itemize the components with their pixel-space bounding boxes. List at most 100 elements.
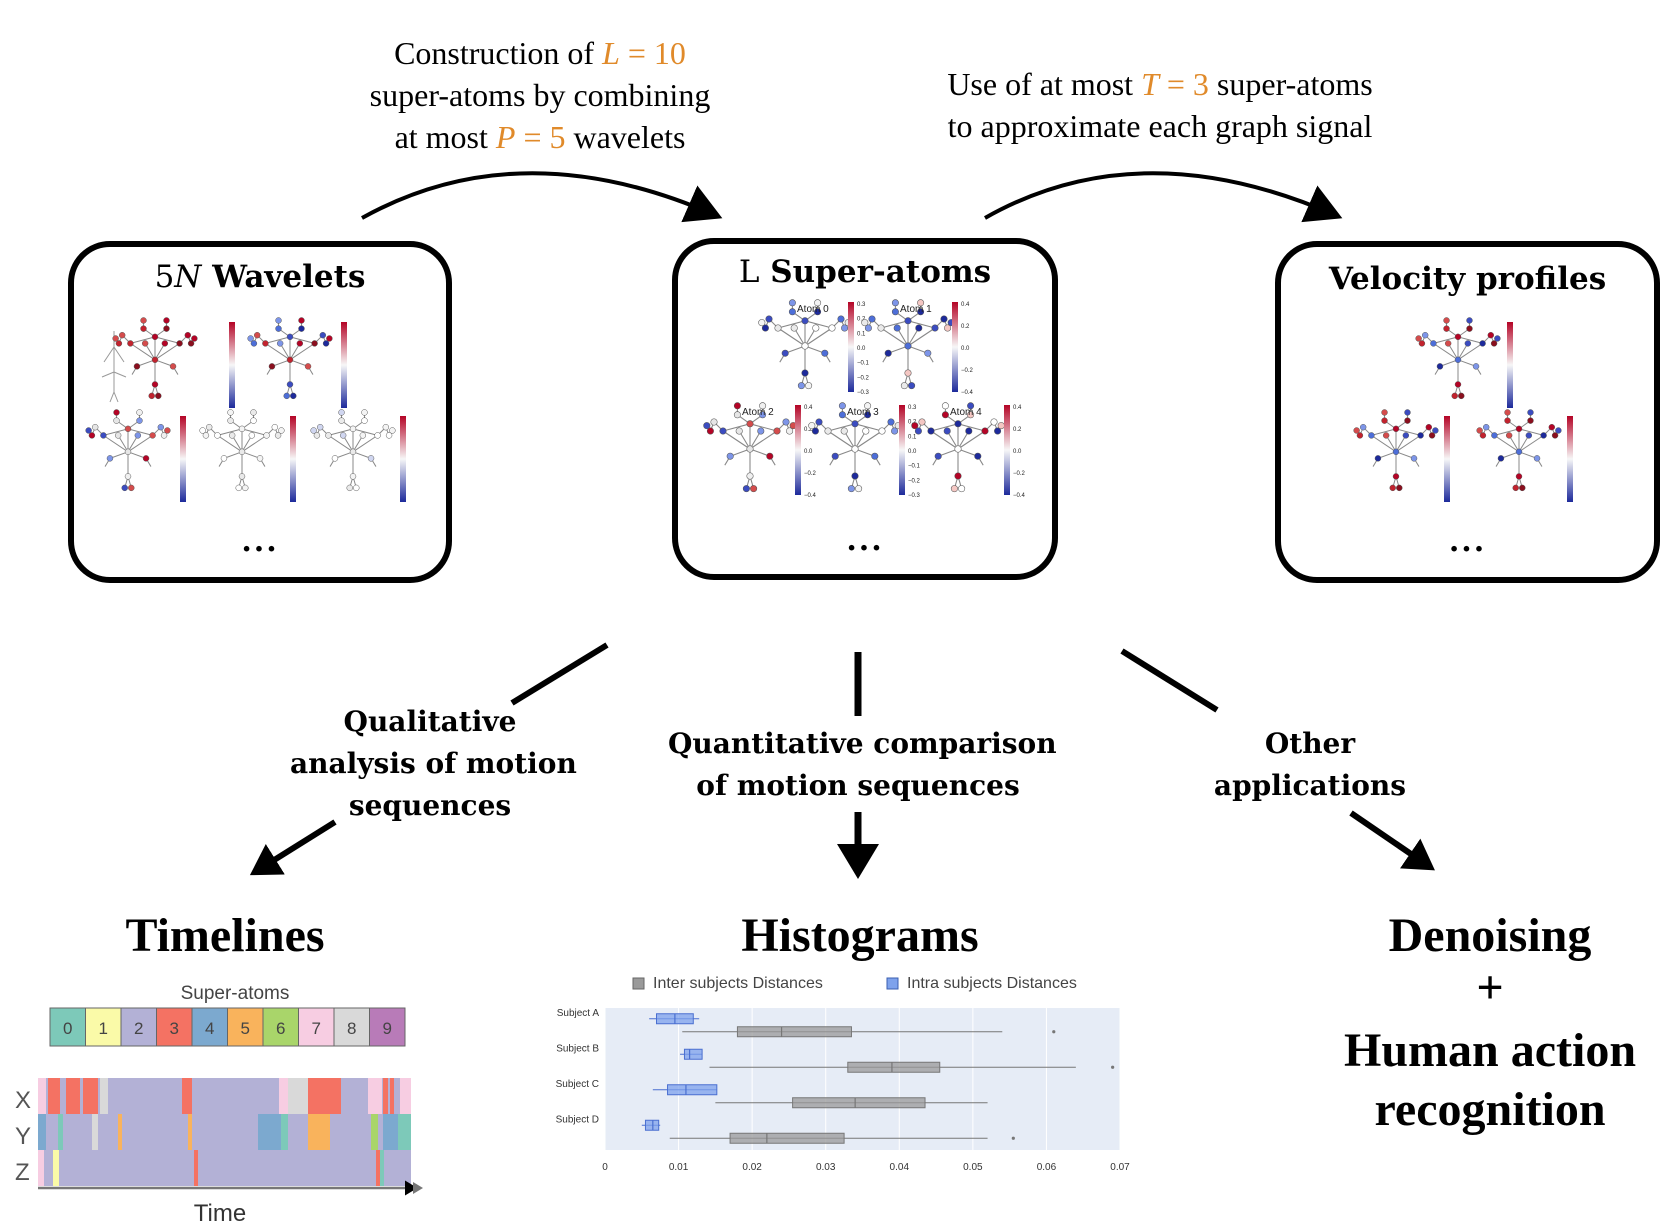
timeline-row-label-Z: Z xyxy=(15,1159,30,1186)
boxplot-box-inter-1 xyxy=(847,1061,941,1073)
wavelet-colorbar-4 xyxy=(290,416,296,502)
boxplot-plot-area xyxy=(605,1008,1120,1150)
timeline-legend-label-6: 6 xyxy=(276,1019,285,1038)
timeline-header: Super-atoms xyxy=(180,983,290,1004)
boxplot-box-inter-2 xyxy=(792,1097,926,1109)
atom-graph-1 xyxy=(861,299,955,390)
note-construction: Construction of L = 10 super-atoms by co… xyxy=(369,35,711,155)
atom-tick-1-1: 0.2 xyxy=(961,324,970,330)
timeline-legend-label-1: 1 xyxy=(98,1019,107,1038)
wavelets-box: 5N Wavelets ... xyxy=(68,241,452,583)
timeline-segment-18 xyxy=(258,1114,281,1150)
branch-line-right-top xyxy=(1120,648,1219,713)
atom-tick-0-6: −0.3 xyxy=(857,390,870,396)
timeline-segment-10 xyxy=(383,1078,388,1114)
output-title-histograms: Histograms xyxy=(741,909,979,962)
atom-graph-2 xyxy=(703,402,797,493)
timeline-segment-17 xyxy=(188,1114,192,1150)
timeline-legend-cell-7 xyxy=(298,1007,335,1047)
atom-tick-2-3: −0.2 xyxy=(804,471,817,477)
wavelet-graph-3 xyxy=(85,409,171,492)
boxplot-xtick-4: 0.04 xyxy=(890,1162,910,1173)
atom-tick-0-3: 0.0 xyxy=(857,346,866,352)
atom-tick-0-1: 0.2 xyxy=(857,317,866,323)
curved-arrow-left xyxy=(361,171,723,223)
branch-label-quantitative: Quantitative comparison of motion sequen… xyxy=(668,727,1057,802)
velocity-graph-2 xyxy=(1353,409,1439,492)
timeline-legend-cell-1 xyxy=(85,1007,122,1047)
timeline-segment-22 xyxy=(383,1114,398,1150)
atom-tick-3-1: 0.2 xyxy=(908,420,917,426)
atom-label-2: Atom 2 xyxy=(742,407,774,418)
timeline-segment-12 xyxy=(400,1078,411,1114)
timeline-segment-24 xyxy=(38,1150,44,1186)
timeline-segment-14 xyxy=(58,1114,63,1150)
timeline-segment-26 xyxy=(194,1150,198,1186)
timeline-legend-cell-8 xyxy=(333,1007,370,1047)
boxplot-box-inter-0 xyxy=(736,1026,852,1038)
velocity-colorbar-1 xyxy=(1507,322,1513,408)
branch-label-other: Other applications xyxy=(1213,727,1407,802)
boxplot-xtick-6: 0.06 xyxy=(1037,1162,1057,1173)
timeline-segment-21 xyxy=(371,1114,378,1150)
boxplot-xtick-2: 0.02 xyxy=(742,1162,762,1173)
output-title-timelines: Timelines xyxy=(125,909,325,962)
timeline-legend-label-0: 0 xyxy=(63,1019,72,1038)
boxplot-ylabel-0: Subject A xyxy=(557,1008,600,1019)
boxplot-box-inter-3 xyxy=(729,1132,845,1144)
timeline-segment-2 xyxy=(66,1078,80,1114)
atom-tick-0-0: 0.3 xyxy=(857,302,866,308)
atom-tick-4-2: 0.0 xyxy=(1013,449,1022,455)
atom-colorbar-4 xyxy=(1004,405,1010,495)
atom-tick-2-4: −0.4 xyxy=(804,493,817,499)
wavelet-graph-4 xyxy=(199,409,285,492)
timeline-segment-27 xyxy=(376,1150,380,1186)
timeline-segment-23 xyxy=(398,1114,411,1150)
atom-colorbar-3 xyxy=(899,405,905,495)
velocity-box: Velocity profiles ... xyxy=(1275,241,1660,583)
output-plus: + xyxy=(1476,961,1504,1014)
atom-colorbar-1 xyxy=(952,302,958,392)
atom-tick-1-4: −0.4 xyxy=(961,390,974,396)
timeline-legend-label-4: 4 xyxy=(205,1019,214,1038)
branch-line-right-bottom xyxy=(1349,810,1435,871)
wavelet-colorbar-5 xyxy=(400,416,406,502)
boxplot-outlier-inter-3-0 xyxy=(1011,1136,1015,1140)
atom-tick-0-5: −0.2 xyxy=(857,375,870,381)
velocity-ellipsis: ... xyxy=(1448,524,1487,559)
timeline-segment-5 xyxy=(182,1078,192,1114)
wavelet-graphs xyxy=(101,331,127,403)
timeline-segment-25 xyxy=(53,1150,59,1186)
timeline-axis-head xyxy=(413,1182,423,1194)
atom-label-4: Atom 4 xyxy=(950,407,982,418)
curved-arrow-right xyxy=(984,171,1343,223)
timeline-segment-1 xyxy=(48,1078,60,1114)
timeline-segment-8 xyxy=(308,1078,341,1114)
atom-tick-4-3: −0.2 xyxy=(1013,471,1026,477)
boxplot-box-intra-1 xyxy=(683,1048,703,1060)
timeline-legend-label-8: 8 xyxy=(347,1019,356,1038)
timeline-segment-7 xyxy=(288,1078,308,1114)
velocity-graph-1 xyxy=(1415,317,1501,400)
timeline-segment-20 xyxy=(308,1114,330,1150)
atom-label-3: Atom 3 xyxy=(847,407,879,418)
atom-colorbar-2 xyxy=(795,405,801,495)
superatoms-ellipsis: ... xyxy=(846,523,884,558)
timeline-segment-19 xyxy=(281,1114,288,1150)
timeline-legend-label-2: 2 xyxy=(134,1019,143,1038)
atom-tick-4-1: 0.2 xyxy=(1013,427,1022,433)
timeline-segment-4 xyxy=(100,1078,108,1114)
legend-swatch-intra xyxy=(886,977,899,990)
timeline-segment-6 xyxy=(279,1078,288,1114)
boxplot-ylabel-1: Subject B xyxy=(556,1043,599,1054)
output-title-har-1: Human action xyxy=(1343,1024,1637,1077)
timeline-segment-3 xyxy=(83,1078,98,1114)
velocity-title: Velocity profiles xyxy=(1328,261,1607,297)
timeline-xlabel: Time xyxy=(193,1200,247,1227)
atom-tick-1-0: 0.4 xyxy=(961,302,970,308)
legend-label-intra: Intra subjects Distances xyxy=(907,975,1077,992)
atom-graph-3 xyxy=(808,402,902,493)
timeline-row-label-Y: Y xyxy=(15,1123,31,1150)
timeline-segment-16 xyxy=(118,1114,122,1150)
